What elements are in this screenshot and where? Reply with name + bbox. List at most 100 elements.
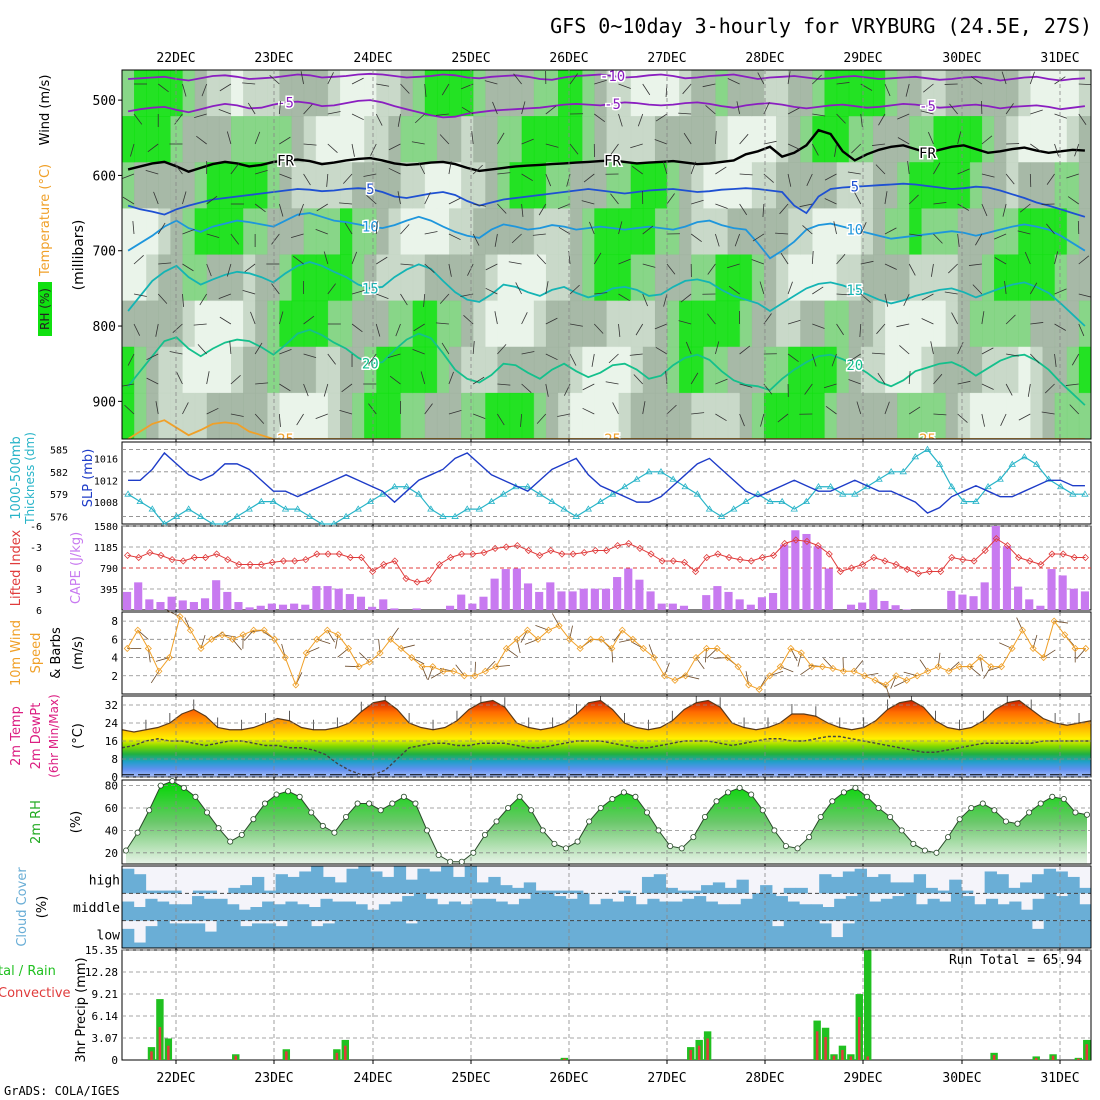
rh-cell (994, 162, 1007, 209)
cloud-cell-middle (425, 898, 438, 921)
li-point (658, 557, 666, 565)
rh-cell (1042, 70, 1056, 117)
rh-cell (824, 208, 838, 256)
thickness-point (233, 512, 241, 519)
rh-cell (715, 208, 729, 256)
rh-cell (267, 346, 281, 394)
rh-cell (558, 116, 571, 163)
wind-barb (1054, 251, 1059, 265)
wind-barb (303, 104, 313, 115)
wind-barb (975, 233, 983, 246)
ua-ytick-label-800: 800 (93, 320, 116, 335)
rh-cell (400, 346, 414, 394)
wind-barb (292, 255, 304, 265)
rh2m-point (400, 793, 407, 800)
precip-ytick-0: 0 (111, 1054, 118, 1067)
temp-contour-label-10: 10 (362, 220, 379, 236)
rh-cell (606, 300, 620, 348)
rh-cell (945, 392, 959, 439)
rh-cell (388, 392, 402, 439)
rh-cell (667, 254, 680, 302)
rh-cell (231, 392, 244, 439)
precip-conv-bar (335, 1052, 339, 1060)
cloud-cell-middle (553, 896, 567, 921)
rh2m-point (1072, 809, 1079, 816)
rh-cell (497, 392, 511, 439)
cloud-cell-middle (974, 904, 987, 921)
wind10m-point (934, 663, 942, 671)
li-point (502, 543, 510, 551)
cape-bar (891, 605, 900, 610)
rh-cell (461, 300, 474, 348)
thickness-point (923, 445, 932, 452)
wind10m-point (966, 663, 974, 671)
wind10m-point (734, 663, 742, 671)
cape-ytick-1185: 1185 (94, 543, 118, 554)
wind-barb (323, 383, 329, 397)
wind10m-point (555, 622, 563, 630)
temp-ytick-8: 8 (111, 753, 118, 766)
rh-cell (1030, 162, 1044, 209)
wind-barb (521, 351, 535, 355)
wind-barb (933, 233, 943, 244)
rh2m-point (435, 852, 442, 859)
cloud-cell-high (441, 866, 454, 894)
cape-bar (880, 600, 889, 610)
cloud-cell-middle (133, 907, 146, 921)
cloud-cell-middle (600, 898, 613, 921)
rh-cell (267, 254, 281, 302)
rh-cell (218, 254, 232, 302)
wind-barb (872, 143, 886, 146)
rh2m-point (956, 816, 963, 823)
rh-cell (473, 116, 486, 163)
rh-cell (727, 392, 741, 439)
wind10m-point (713, 644, 721, 653)
cloud-cell-low (819, 923, 832, 948)
cloud-cell-middle (437, 904, 450, 921)
cape-bar (568, 591, 577, 610)
wind-barb (1000, 413, 1007, 426)
wind-barb (497, 383, 511, 386)
wind-barb (515, 282, 522, 295)
wind-barb (255, 170, 268, 175)
wind-barb (582, 383, 595, 391)
wind-barb (1030, 143, 1042, 152)
slp-ytick-1012: 1012 (94, 476, 118, 487)
precip-conv-bar (1034, 1057, 1038, 1060)
rh-cell (691, 346, 704, 394)
cloud-cell-middle (180, 904, 193, 921)
rh-cell (691, 116, 704, 163)
rh-cell (521, 300, 535, 348)
cloud-cell-low (523, 920, 537, 948)
wind10m-point (271, 635, 279, 643)
wind-barb (315, 228, 328, 235)
cloud-cell-high (393, 866, 407, 894)
rh-cell (654, 300, 668, 348)
wind-barb (899, 345, 910, 355)
temp-contour-label--5: -5 (277, 95, 294, 111)
rh-cell (570, 162, 583, 209)
wind-barb (413, 323, 425, 332)
rh-cell (327, 116, 341, 163)
wind-barb (618, 323, 621, 337)
cloud-cell-low (901, 920, 915, 948)
wind-barb (508, 261, 522, 265)
temp-area (122, 700, 1091, 777)
wind10m-point (860, 672, 869, 680)
rh-cell (327, 392, 341, 439)
thickness-point (281, 505, 290, 512)
cape-bar (200, 598, 210, 610)
rh-cell (570, 208, 583, 256)
wind-barb (206, 233, 220, 238)
wind-barb (1066, 173, 1079, 179)
cloud-cell-high (275, 874, 288, 894)
rh-cell (618, 254, 632, 302)
wind-barb (545, 173, 552, 187)
wind-barb (219, 83, 232, 92)
wind10m-point (513, 635, 521, 643)
rh-cell (897, 254, 910, 302)
wind10m-point (218, 631, 226, 639)
rh2m-ytick-20: 20 (105, 847, 118, 860)
rh-cell (1054, 392, 1068, 439)
rh-cell (921, 300, 935, 348)
